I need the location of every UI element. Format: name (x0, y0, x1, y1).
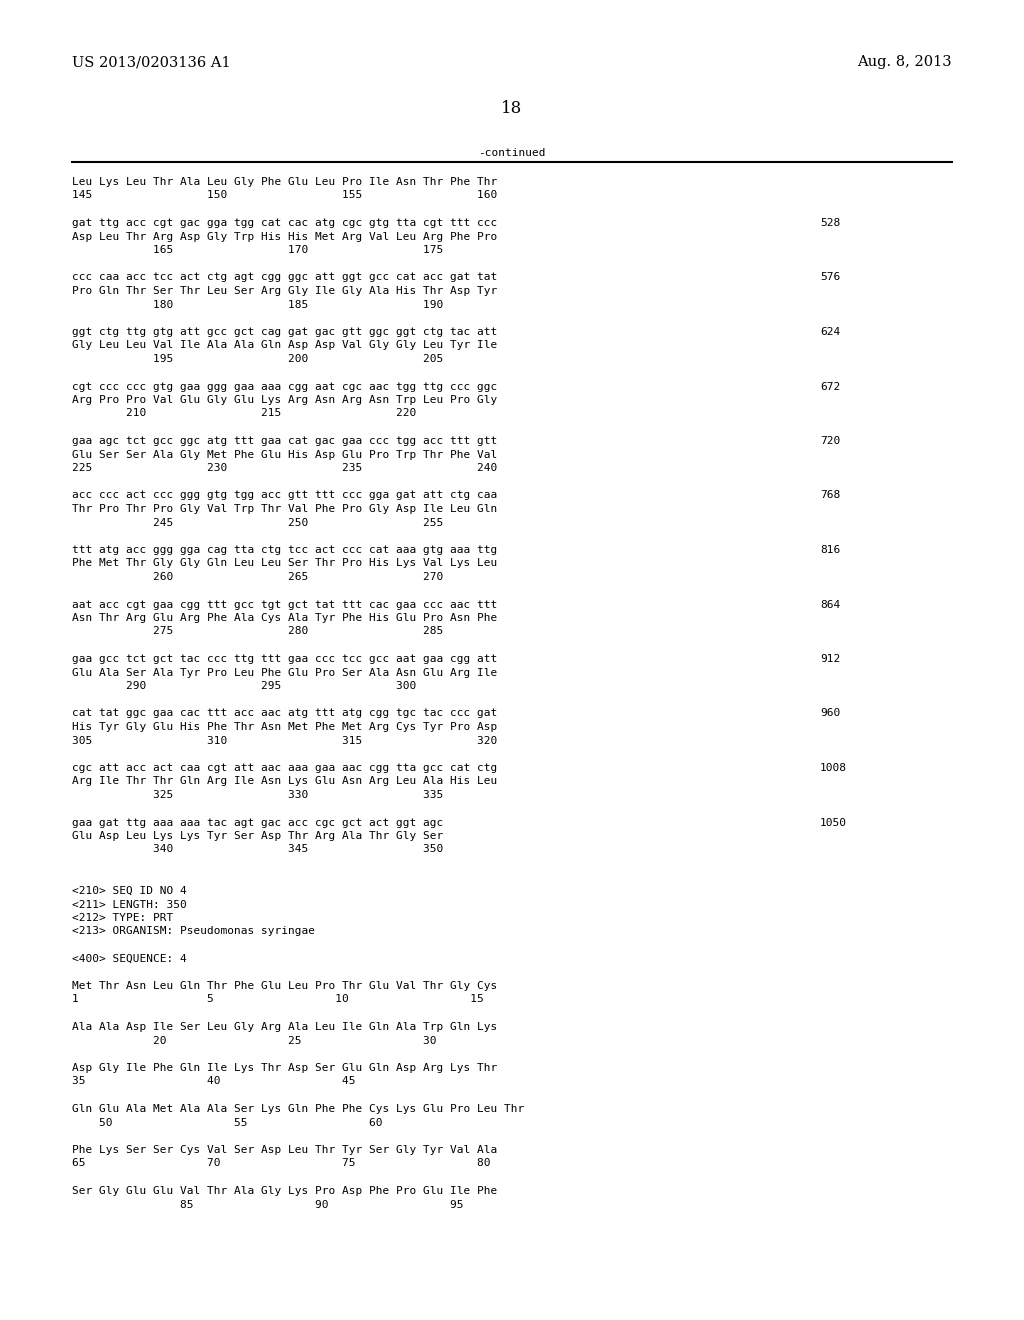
Text: 340                 345                 350: 340 345 350 (72, 845, 443, 854)
Text: His Tyr Gly Glu His Phe Thr Asn Met Phe Met Arg Cys Tyr Pro Asp: His Tyr Gly Glu His Phe Thr Asn Met Phe … (72, 722, 498, 733)
Text: 305                 310                 315                 320: 305 310 315 320 (72, 735, 498, 746)
Text: 20                  25                  30: 20 25 30 (72, 1035, 436, 1045)
Text: aat acc cgt gaa cgg ttt gcc tgt gct tat ttt cac gaa ccc aac ttt: aat acc cgt gaa cgg ttt gcc tgt gct tat … (72, 599, 498, 610)
Text: Thr Pro Thr Pro Gly Val Trp Thr Val Phe Pro Gly Asp Ile Leu Gln: Thr Pro Thr Pro Gly Val Trp Thr Val Phe … (72, 504, 498, 513)
Text: 195                 200                 205: 195 200 205 (72, 354, 443, 364)
Text: gaa agc tct gcc ggc atg ttt gaa cat gac gaa ccc tgg acc ttt gtt: gaa agc tct gcc ggc atg ttt gaa cat gac … (72, 436, 498, 446)
Text: Glu Asp Leu Lys Lys Tyr Ser Asp Thr Arg Ala Thr Gly Ser: Glu Asp Leu Lys Lys Tyr Ser Asp Thr Arg … (72, 832, 443, 841)
Text: Gln Glu Ala Met Ala Ala Ser Lys Gln Phe Phe Cys Lys Glu Pro Leu Thr: Gln Glu Ala Met Ala Ala Ser Lys Gln Phe … (72, 1104, 524, 1114)
Text: 50                  55                  60: 50 55 60 (72, 1118, 383, 1127)
Text: 18: 18 (502, 100, 522, 117)
Text: 1050: 1050 (820, 817, 847, 828)
Text: Asp Gly Ile Phe Gln Ile Lys Thr Asp Ser Glu Gln Asp Arg Lys Thr: Asp Gly Ile Phe Gln Ile Lys Thr Asp Ser … (72, 1063, 498, 1073)
Text: gat ttg acc cgt gac gga tgg cat cac atg cgc gtg tta cgt ttt ccc: gat ttg acc cgt gac gga tgg cat cac atg … (72, 218, 498, 228)
Text: Pro Gln Thr Ser Thr Leu Ser Arg Gly Ile Gly Ala His Thr Asp Tyr: Pro Gln Thr Ser Thr Leu Ser Arg Gly Ile … (72, 286, 498, 296)
Text: Arg Pro Pro Val Glu Gly Glu Lys Arg Asn Arg Asn Trp Leu Pro Gly: Arg Pro Pro Val Glu Gly Glu Lys Arg Asn … (72, 395, 498, 405)
Text: 1008: 1008 (820, 763, 847, 774)
Text: cat tat ggc gaa cac ttt acc aac atg ttt atg cgg tgc tac ccc gat: cat tat ggc gaa cac ttt acc aac atg ttt … (72, 709, 498, 718)
Text: 768: 768 (820, 491, 841, 500)
Text: 960: 960 (820, 709, 841, 718)
Text: 816: 816 (820, 545, 841, 554)
Text: Leu Lys Leu Thr Ala Leu Gly Phe Glu Leu Pro Ile Asn Thr Phe Thr: Leu Lys Leu Thr Ala Leu Gly Phe Glu Leu … (72, 177, 498, 187)
Text: Met Thr Asn Leu Gln Thr Phe Glu Leu Pro Thr Glu Val Thr Gly Cys: Met Thr Asn Leu Gln Thr Phe Glu Leu Pro … (72, 981, 498, 991)
Text: 912: 912 (820, 653, 841, 664)
Text: <210> SEQ ID NO 4: <210> SEQ ID NO 4 (72, 886, 186, 896)
Text: 65                  70                  75                  80: 65 70 75 80 (72, 1159, 490, 1168)
Text: 672: 672 (820, 381, 841, 392)
Text: 180                 185                 190: 180 185 190 (72, 300, 443, 309)
Text: 225                 230                 235                 240: 225 230 235 240 (72, 463, 498, 473)
Text: 290                 295                 300: 290 295 300 (72, 681, 416, 690)
Text: ttt atg acc ggg gga cag tta ctg tcc act ccc cat aaa gtg aaa ttg: ttt atg acc ggg gga cag tta ctg tcc act … (72, 545, 498, 554)
Text: 624: 624 (820, 327, 841, 337)
Text: 720: 720 (820, 436, 841, 446)
Text: 325                 330                 335: 325 330 335 (72, 789, 443, 800)
Text: Gly Leu Leu Val Ile Ala Ala Gln Asp Asp Val Gly Gly Leu Tyr Ile: Gly Leu Leu Val Ile Ala Ala Gln Asp Asp … (72, 341, 498, 351)
Text: gaa gcc tct gct tac ccc ttg ttt gaa ccc tcc gcc aat gaa cgg att: gaa gcc tct gct tac ccc ttg ttt gaa ccc … (72, 653, 498, 664)
Text: Arg Ile Thr Thr Gln Arg Ile Asn Lys Glu Asn Arg Leu Ala His Leu: Arg Ile Thr Thr Gln Arg Ile Asn Lys Glu … (72, 776, 498, 787)
Text: <211> LENGTH: 350: <211> LENGTH: 350 (72, 899, 186, 909)
Text: Asp Leu Thr Arg Asp Gly Trp His His Met Arg Val Leu Arg Phe Pro: Asp Leu Thr Arg Asp Gly Trp His His Met … (72, 231, 498, 242)
Text: 85                  90                  95: 85 90 95 (72, 1200, 464, 1209)
Text: <213> ORGANISM: Pseudomonas syringae: <213> ORGANISM: Pseudomonas syringae (72, 927, 315, 936)
Text: ccc caa acc tcc act ctg agt cgg ggc att ggt gcc cat acc gat tat: ccc caa acc tcc act ctg agt cgg ggc att … (72, 272, 498, 282)
Text: 275                 280                 285: 275 280 285 (72, 627, 443, 636)
Text: Glu Ser Ser Ala Gly Met Phe Glu His Asp Glu Pro Trp Thr Phe Val: Glu Ser Ser Ala Gly Met Phe Glu His Asp … (72, 450, 498, 459)
Text: Glu Ala Ser Ala Tyr Pro Leu Phe Glu Pro Ser Ala Asn Glu Arg Ile: Glu Ala Ser Ala Tyr Pro Leu Phe Glu Pro … (72, 668, 498, 677)
Text: cgt ccc ccc gtg gaa ggg gaa aaa cgg aat cgc aac tgg ttg ccc ggc: cgt ccc ccc gtg gaa ggg gaa aaa cgg aat … (72, 381, 498, 392)
Text: Ala Ala Asp Ile Ser Leu Gly Arg Ala Leu Ile Gln Ala Trp Gln Lys: Ala Ala Asp Ile Ser Leu Gly Arg Ala Leu … (72, 1022, 498, 1032)
Text: ggt ctg ttg gtg att gcc gct cag gat gac gtt ggc ggt ctg tac att: ggt ctg ttg gtg att gcc gct cag gat gac … (72, 327, 498, 337)
Text: 165                 170                 175: 165 170 175 (72, 246, 443, 255)
Text: Asn Thr Arg Glu Arg Phe Ala Cys Ala Tyr Phe His Glu Pro Asn Phe: Asn Thr Arg Glu Arg Phe Ala Cys Ala Tyr … (72, 612, 498, 623)
Text: cgc att acc act caa cgt att aac aaa gaa aac cgg tta gcc cat ctg: cgc att acc act caa cgt att aac aaa gaa … (72, 763, 498, 774)
Text: 35                  40                  45: 35 40 45 (72, 1077, 355, 1086)
Text: 1                   5                  10                  15: 1 5 10 15 (72, 994, 483, 1005)
Text: <400> SEQUENCE: 4: <400> SEQUENCE: 4 (72, 953, 186, 964)
Text: <212> TYPE: PRT: <212> TYPE: PRT (72, 913, 173, 923)
Text: 528: 528 (820, 218, 841, 228)
Text: Phe Lys Ser Ser Cys Val Ser Asp Leu Thr Tyr Ser Gly Tyr Val Ala: Phe Lys Ser Ser Cys Val Ser Asp Leu Thr … (72, 1144, 498, 1155)
Text: acc ccc act ccc ggg gtg tgg acc gtt ttt ccc gga gat att ctg caa: acc ccc act ccc ggg gtg tgg acc gtt ttt … (72, 491, 498, 500)
Text: Ser Gly Glu Glu Val Thr Ala Gly Lys Pro Asp Phe Pro Glu Ile Phe: Ser Gly Glu Glu Val Thr Ala Gly Lys Pro … (72, 1185, 498, 1196)
Text: 260                 265                 270: 260 265 270 (72, 572, 443, 582)
Text: 576: 576 (820, 272, 841, 282)
Text: 864: 864 (820, 599, 841, 610)
Text: 245                 250                 255: 245 250 255 (72, 517, 443, 528)
Text: -continued: -continued (478, 148, 546, 158)
Text: 210                 215                 220: 210 215 220 (72, 408, 416, 418)
Text: 145                 150                 155                 160: 145 150 155 160 (72, 190, 498, 201)
Text: Aug. 8, 2013: Aug. 8, 2013 (857, 55, 952, 69)
Text: Phe Met Thr Gly Gly Gln Leu Leu Ser Thr Pro His Lys Val Lys Leu: Phe Met Thr Gly Gly Gln Leu Leu Ser Thr … (72, 558, 498, 569)
Text: US 2013/0203136 A1: US 2013/0203136 A1 (72, 55, 230, 69)
Text: gaa gat ttg aaa aaa tac agt gac acc cgc gct act ggt agc: gaa gat ttg aaa aaa tac agt gac acc cgc … (72, 817, 443, 828)
